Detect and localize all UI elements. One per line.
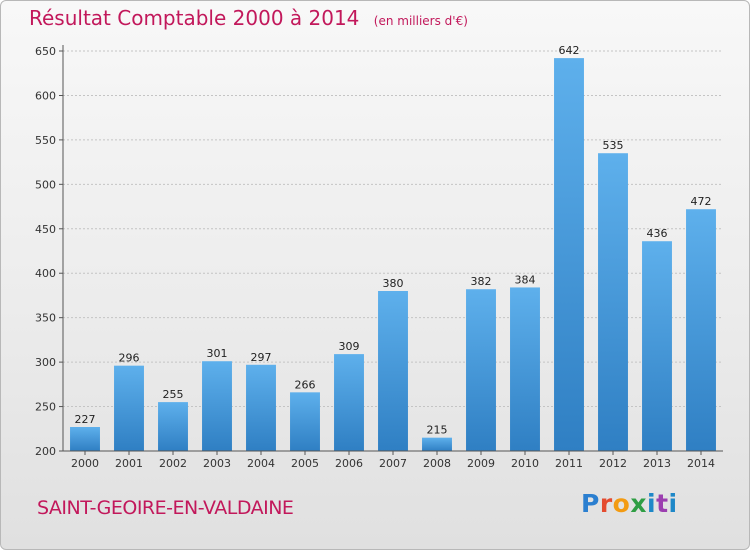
- y-tick-label: 250: [35, 401, 56, 414]
- y-tick-label: 450: [35, 223, 56, 236]
- value-label-2011: 642: [559, 44, 580, 57]
- bar-2004: [246, 364, 276, 451]
- bar-2011: [554, 58, 584, 451]
- bar-2007: [378, 291, 408, 451]
- chart-unit: (en milliers d'€): [373, 14, 468, 28]
- value-label-2008: 215: [427, 424, 448, 437]
- x-tick-label-2006: 2006: [335, 457, 363, 470]
- bar-2014: [686, 209, 716, 451]
- value-label-2010: 384: [515, 273, 536, 286]
- bar-2013: [642, 241, 672, 451]
- value-label-2007: 380: [383, 277, 404, 290]
- value-label-2006: 309: [339, 340, 360, 353]
- x-tick-label-2014: 2014: [687, 457, 715, 470]
- x-tick-label-2013: 2013: [643, 457, 671, 470]
- y-tick-label: 500: [35, 178, 56, 191]
- value-label-2014: 472: [691, 195, 712, 208]
- y-tick-label: 600: [35, 89, 56, 102]
- bar-2003: [202, 361, 232, 451]
- value-label-2002: 255: [163, 388, 184, 401]
- x-tick-label-2000: 2000: [71, 457, 99, 470]
- value-label-2000: 227: [75, 413, 96, 426]
- bar-2001: [114, 365, 144, 451]
- bar-2002: [158, 402, 188, 451]
- bar-2012: [598, 153, 628, 451]
- x-tick-label-2010: 2010: [511, 457, 539, 470]
- bar-2005: [290, 392, 320, 451]
- x-tick-label-2003: 2003: [203, 457, 231, 470]
- chart-title-text: Résultat Comptable 2000 à 2014: [29, 6, 360, 30]
- x-tick-label-2012: 2012: [599, 457, 627, 470]
- y-tick-label: 200: [35, 445, 56, 458]
- y-tick-label: 650: [35, 45, 56, 58]
- x-tick-label-2004: 2004: [247, 457, 275, 470]
- bar-2010: [510, 287, 540, 451]
- value-label-2012: 535: [603, 139, 624, 152]
- value-label-2009: 382: [471, 275, 492, 288]
- proxiti-logo: Proxiti: [581, 489, 678, 518]
- value-label-2013: 436: [647, 227, 668, 240]
- bar-2009: [466, 289, 496, 451]
- x-tick-label-2001: 2001: [115, 457, 143, 470]
- place-name: SAINT-GEOIRE-EN-VALDAINE: [37, 497, 294, 519]
- value-label-2005: 266: [295, 378, 316, 391]
- y-tick-label: 550: [35, 134, 56, 147]
- bar-2000: [70, 427, 100, 451]
- value-label-2003: 301: [207, 347, 228, 360]
- y-tick-label: 400: [35, 267, 56, 280]
- x-tick-label-2002: 2002: [159, 457, 187, 470]
- x-tick-label-2007: 2007: [379, 457, 407, 470]
- x-tick-label-2011: 2011: [555, 457, 583, 470]
- y-tick-label: 300: [35, 356, 56, 369]
- chart-title: Résultat Comptable 2000 à 2014 (en milli…: [29, 6, 468, 30]
- value-label-2001: 296: [119, 352, 140, 365]
- bar-2006: [334, 354, 364, 451]
- value-label-2004: 297: [251, 351, 272, 364]
- x-tick-label-2008: 2008: [423, 457, 451, 470]
- bar-2008: [422, 437, 452, 451]
- x-tick-label-2005: 2005: [291, 457, 319, 470]
- x-tick-label-2009: 2009: [467, 457, 495, 470]
- y-tick-label: 350: [35, 312, 56, 325]
